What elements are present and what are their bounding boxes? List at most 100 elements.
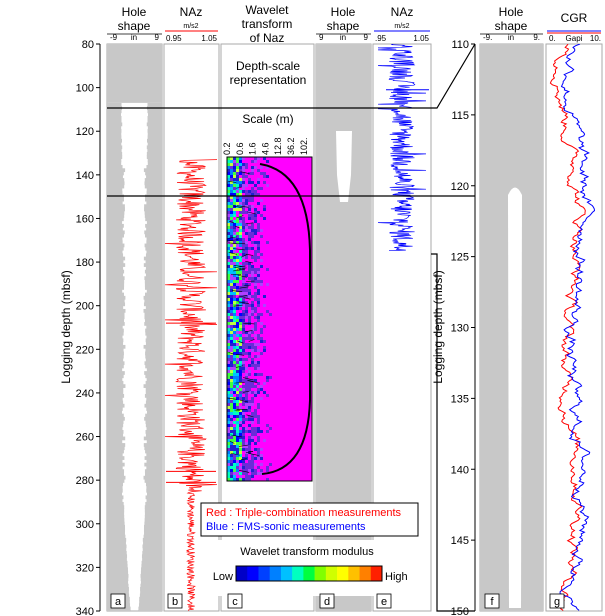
wavelet-cell bbox=[260, 340, 263, 343]
wavelet-cell bbox=[248, 190, 251, 193]
colorbar-swatch bbox=[280, 566, 293, 581]
wavelet-cell bbox=[251, 457, 254, 460]
wavelet-cell bbox=[227, 316, 230, 319]
wavelet-cell bbox=[233, 433, 236, 436]
colorbar-swatch bbox=[370, 566, 383, 581]
hole-wall-left bbox=[107, 129, 122, 133]
wavelet-cell bbox=[242, 400, 245, 403]
hole-wall-left bbox=[107, 256, 126, 261]
wavelet-cell bbox=[239, 358, 242, 361]
wavelet-contour bbox=[245, 260, 254, 264]
hole-wall-right bbox=[144, 269, 162, 274]
wavelet-cell bbox=[233, 355, 236, 358]
wavelet-cell bbox=[254, 334, 257, 337]
scale-tick-label: 0.6 bbox=[235, 142, 245, 155]
wavelet-cell bbox=[239, 163, 242, 166]
cone-of-influence bbox=[259, 163, 311, 475]
wavelet-cell bbox=[245, 430, 248, 433]
wavelet-cell bbox=[242, 412, 245, 415]
wavelet-cell bbox=[236, 232, 239, 235]
hole-wall-right bbox=[144, 416, 162, 421]
wavelet-cell bbox=[230, 445, 233, 448]
wavelet-cell bbox=[245, 310, 248, 313]
hole-wall-right bbox=[143, 295, 162, 300]
colorbar-swatch bbox=[314, 566, 327, 581]
wavelet-cell bbox=[257, 457, 260, 460]
scale-tick-label: 4.6 bbox=[260, 142, 270, 155]
wavelet-cell bbox=[251, 205, 254, 208]
hole-wall-left bbox=[107, 397, 123, 402]
wavelet-cell bbox=[257, 187, 260, 190]
track-g-frame bbox=[545, 43, 603, 612]
wavelet-cell bbox=[254, 472, 257, 475]
hole-wall-right bbox=[145, 331, 162, 336]
hole-wall-left bbox=[107, 511, 125, 516]
wavelet-cell bbox=[227, 361, 230, 364]
hole-wall-left bbox=[107, 443, 126, 447]
hole-wall-left bbox=[107, 469, 125, 474]
wavelet-cell bbox=[236, 325, 239, 328]
wavelet-cell bbox=[233, 373, 236, 376]
hole-wall-left bbox=[107, 495, 124, 500]
colorbar-swatch bbox=[269, 566, 282, 581]
wavelet-cell bbox=[245, 352, 248, 355]
wavelet-cell bbox=[242, 358, 245, 361]
wavelet-cell bbox=[236, 241, 239, 244]
wavelet-cell bbox=[251, 475, 254, 478]
wavelet-cell bbox=[248, 439, 251, 442]
hole-wall-left bbox=[107, 374, 124, 379]
wavelet-cell bbox=[254, 298, 257, 301]
wavelet-cell bbox=[230, 469, 233, 472]
hole-wall-left bbox=[107, 439, 123, 444]
wavelet-cell bbox=[239, 298, 242, 301]
wavelet-cell bbox=[230, 280, 233, 283]
wavelet-cell bbox=[257, 343, 260, 346]
wavelet-cell bbox=[227, 184, 230, 187]
wavelet-cell bbox=[242, 280, 245, 283]
wavelet-cell bbox=[230, 220, 233, 223]
wavelet-cell bbox=[227, 283, 230, 286]
wavelet-cell bbox=[269, 427, 272, 430]
wavelet-cell bbox=[227, 400, 230, 403]
wavelet-cell bbox=[230, 403, 233, 406]
wavelet-cell bbox=[251, 166, 254, 169]
right-axis-tick-label: 115 bbox=[451, 110, 469, 122]
hole-wall-left bbox=[107, 416, 125, 421]
wavelet-cell bbox=[254, 211, 257, 214]
wavelet-cell bbox=[227, 229, 230, 232]
wavelet-cell bbox=[266, 283, 269, 286]
hole-wall-right bbox=[144, 207, 162, 212]
wavelet-cell bbox=[227, 424, 230, 427]
wavelet-cell bbox=[251, 346, 254, 349]
left-axis-tick-label: 320 bbox=[76, 562, 94, 574]
wavelet-cell bbox=[233, 283, 236, 286]
hole-wall-left bbox=[107, 210, 125, 215]
wavelet-cell bbox=[236, 358, 239, 361]
wavelet-contour bbox=[239, 470, 250, 473]
wavelet-cell bbox=[233, 235, 236, 238]
wavelet-cell bbox=[236, 400, 239, 403]
wavelet-cell bbox=[230, 304, 233, 307]
wavelet-cell bbox=[236, 412, 239, 415]
wavelet-cell bbox=[227, 436, 230, 439]
scale-tick-label: 0.2 bbox=[222, 142, 232, 155]
wavelet-cell bbox=[227, 457, 230, 460]
hole-wall-left bbox=[107, 524, 125, 529]
wavelet-cell bbox=[251, 463, 254, 466]
panel-letter-box bbox=[227, 593, 243, 609]
wavelet-cell bbox=[248, 409, 251, 412]
wavelet-cell bbox=[251, 304, 254, 307]
wavelet-cell bbox=[233, 271, 236, 274]
wavelet-cell bbox=[248, 196, 251, 199]
wavelet-cell bbox=[236, 397, 239, 400]
wavelet-cell bbox=[242, 175, 245, 178]
wavelet-cell bbox=[227, 415, 230, 418]
track-c-frame bbox=[220, 43, 315, 612]
wavelet-cell bbox=[257, 418, 260, 421]
wavelet-cell bbox=[266, 241, 269, 244]
wavelet-cell bbox=[242, 253, 245, 256]
hole-wall-left bbox=[107, 400, 124, 405]
wavelet-contour bbox=[240, 171, 250, 174]
wavelet-cell bbox=[239, 343, 242, 346]
wavelet-cell bbox=[230, 451, 233, 454]
